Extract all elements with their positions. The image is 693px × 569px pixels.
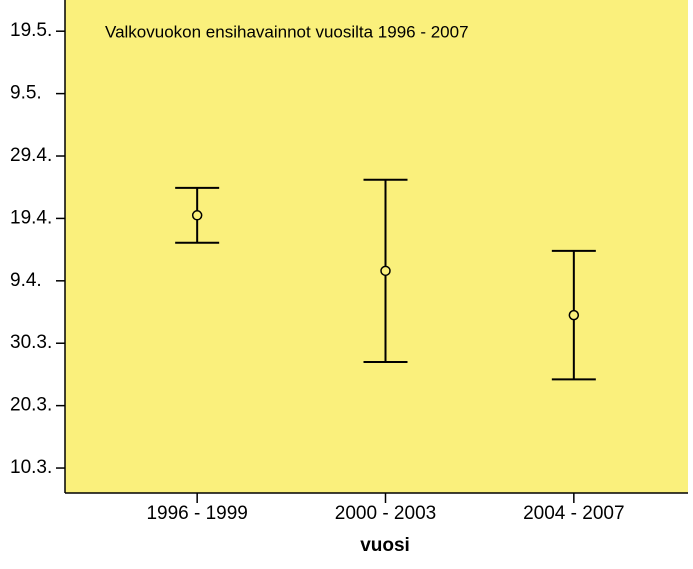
mean-marker (380, 265, 391, 277)
mean-marker (568, 309, 580, 321)
y-tick-label: 20.3. (10, 395, 52, 416)
y-tick-label: 19.5. (10, 20, 52, 41)
plot-area (65, 0, 688, 493)
y-tick-label: 9.4. (10, 270, 42, 291)
mean-marker (191, 210, 203, 221)
chart-title: Valkovuokon ensihavainnot vuosilta 1996 … (105, 22, 469, 41)
y-tick-label: 29.4. (10, 145, 52, 166)
x-tick-label: 2000 - 2003 (335, 503, 436, 524)
y-tick-label: 30.3. (10, 332, 52, 353)
y-tick-label: 10.3. (10, 457, 52, 478)
x-tick-label: 2004 - 2007 (523, 503, 624, 524)
y-tick-label: 9.5. (10, 83, 42, 104)
x-axis-label: vuosi (360, 535, 410, 556)
x-tick-label: 1996 - 1999 (146, 503, 247, 524)
y-tick-label: 19.4. (10, 207, 52, 228)
